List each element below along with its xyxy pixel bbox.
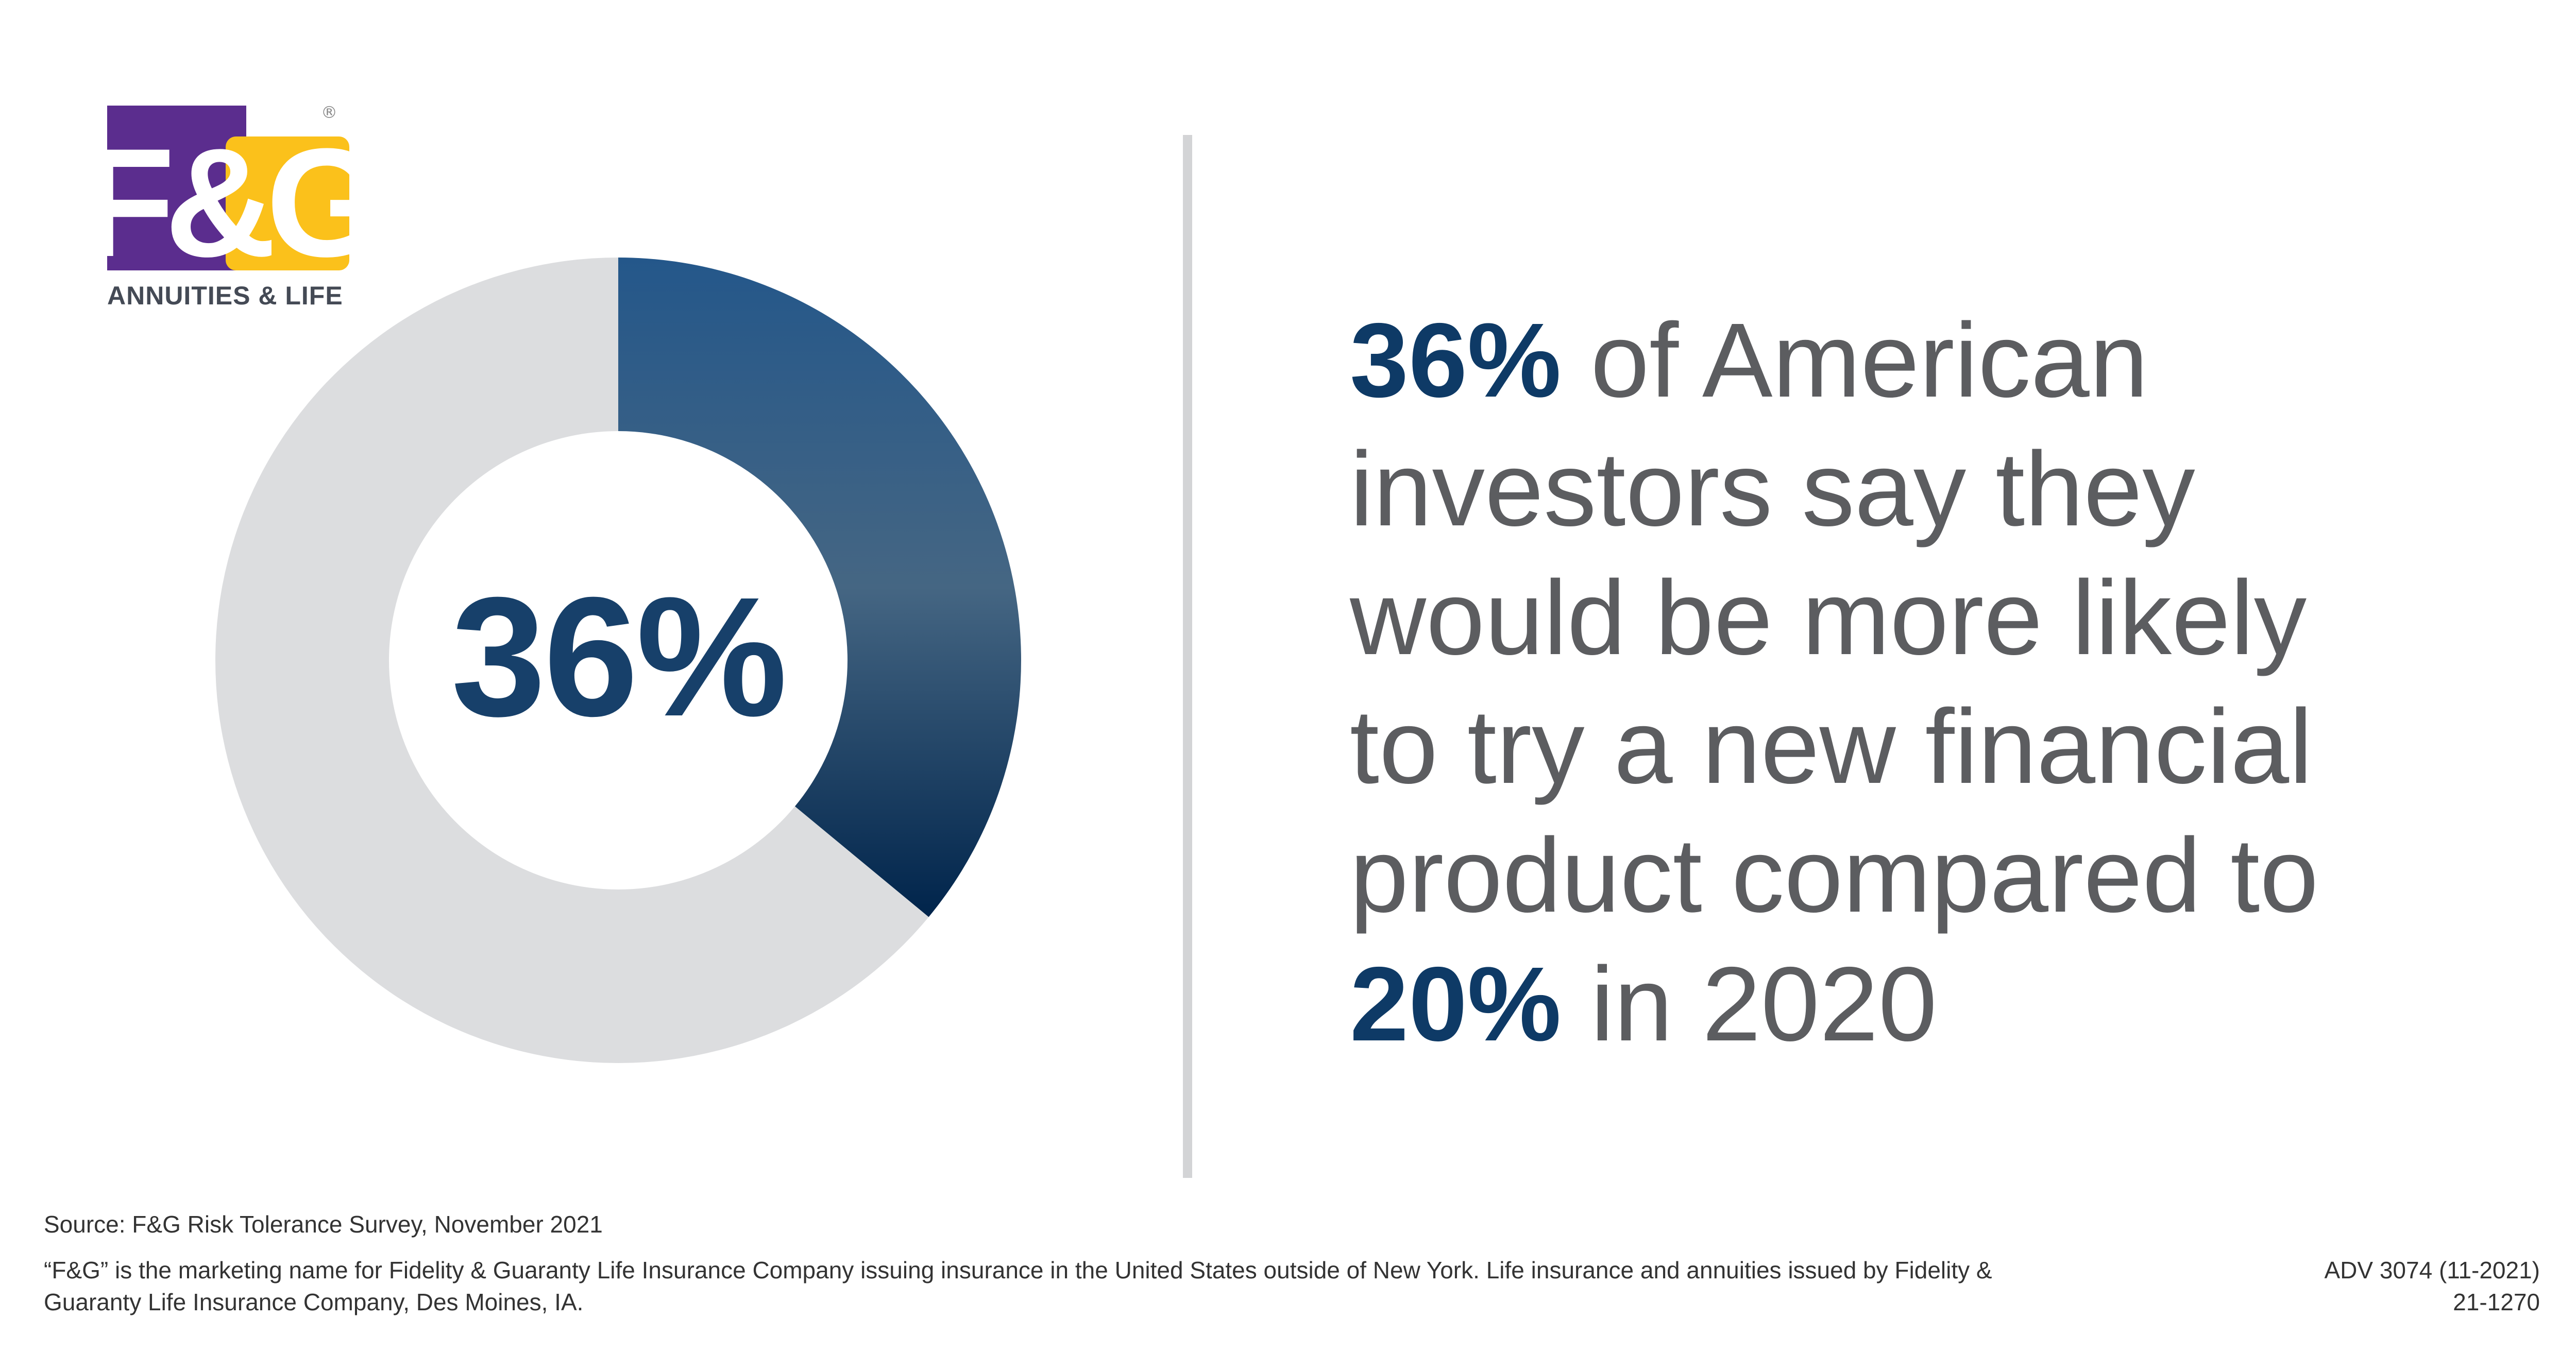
headline-text: product compared to (1350, 816, 2319, 934)
headline-text: would be more likely (1350, 559, 2307, 677)
fg-logo: F&G ® ANNUITIES & LIFE (107, 102, 349, 310)
donut-slice-highlight (618, 258, 1021, 917)
headline-line: investors say they (1350, 425, 2535, 554)
disclaimer-line: Guaranty Life Insurance Company, Des Moi… (44, 1289, 584, 1315)
adv-code: ADV 3074 (11-2021) (2324, 1257, 2540, 1283)
donut-center-value: 36% (451, 561, 787, 751)
document-code: ADV 3074 (11-2021) 21-1270 (2324, 1254, 2540, 1318)
headline-text: investors say they (1350, 430, 2195, 548)
source-note: Source: F&G Risk Tolerance Survey, Novem… (44, 1211, 603, 1238)
disclaimer: “F&G” is the marketing name for Fidelity… (44, 1254, 2259, 1318)
headline-text: of American (1561, 301, 2148, 419)
registered-mark: ® (321, 102, 337, 122)
logo-mark-text: F&G (107, 116, 349, 270)
fg-logo-mark: F&G (107, 106, 349, 270)
headline-line: product compared to (1350, 811, 2535, 940)
headline-line: would be more likely (1350, 554, 2535, 682)
headline-line: to try a new financial (1350, 682, 2535, 811)
logo-gold-block (226, 136, 349, 270)
headline-line: 36% of American (1350, 296, 2535, 425)
logo-subtitle: ANNUITIES & LIFE (107, 281, 343, 310)
headline-text: in 2020 (1561, 945, 1937, 1063)
headline-highlight: 20% (1350, 945, 1562, 1063)
headline-line: 20% in 2020 (1350, 940, 2535, 1069)
disclaimer-line: “F&G” is the marketing name for Fidelity… (44, 1257, 1992, 1283)
vertical-divider (1183, 135, 1192, 1178)
headline-text: to try a new financial (1350, 688, 2313, 806)
donut-slice-remainder (215, 258, 929, 1063)
headline-highlight: 36% (1350, 301, 1562, 419)
adv-number: 21-1270 (2453, 1289, 2540, 1315)
logo-purple-block (107, 106, 246, 270)
headline-statement: 36% of American investors say they would b… (1350, 296, 2535, 1069)
